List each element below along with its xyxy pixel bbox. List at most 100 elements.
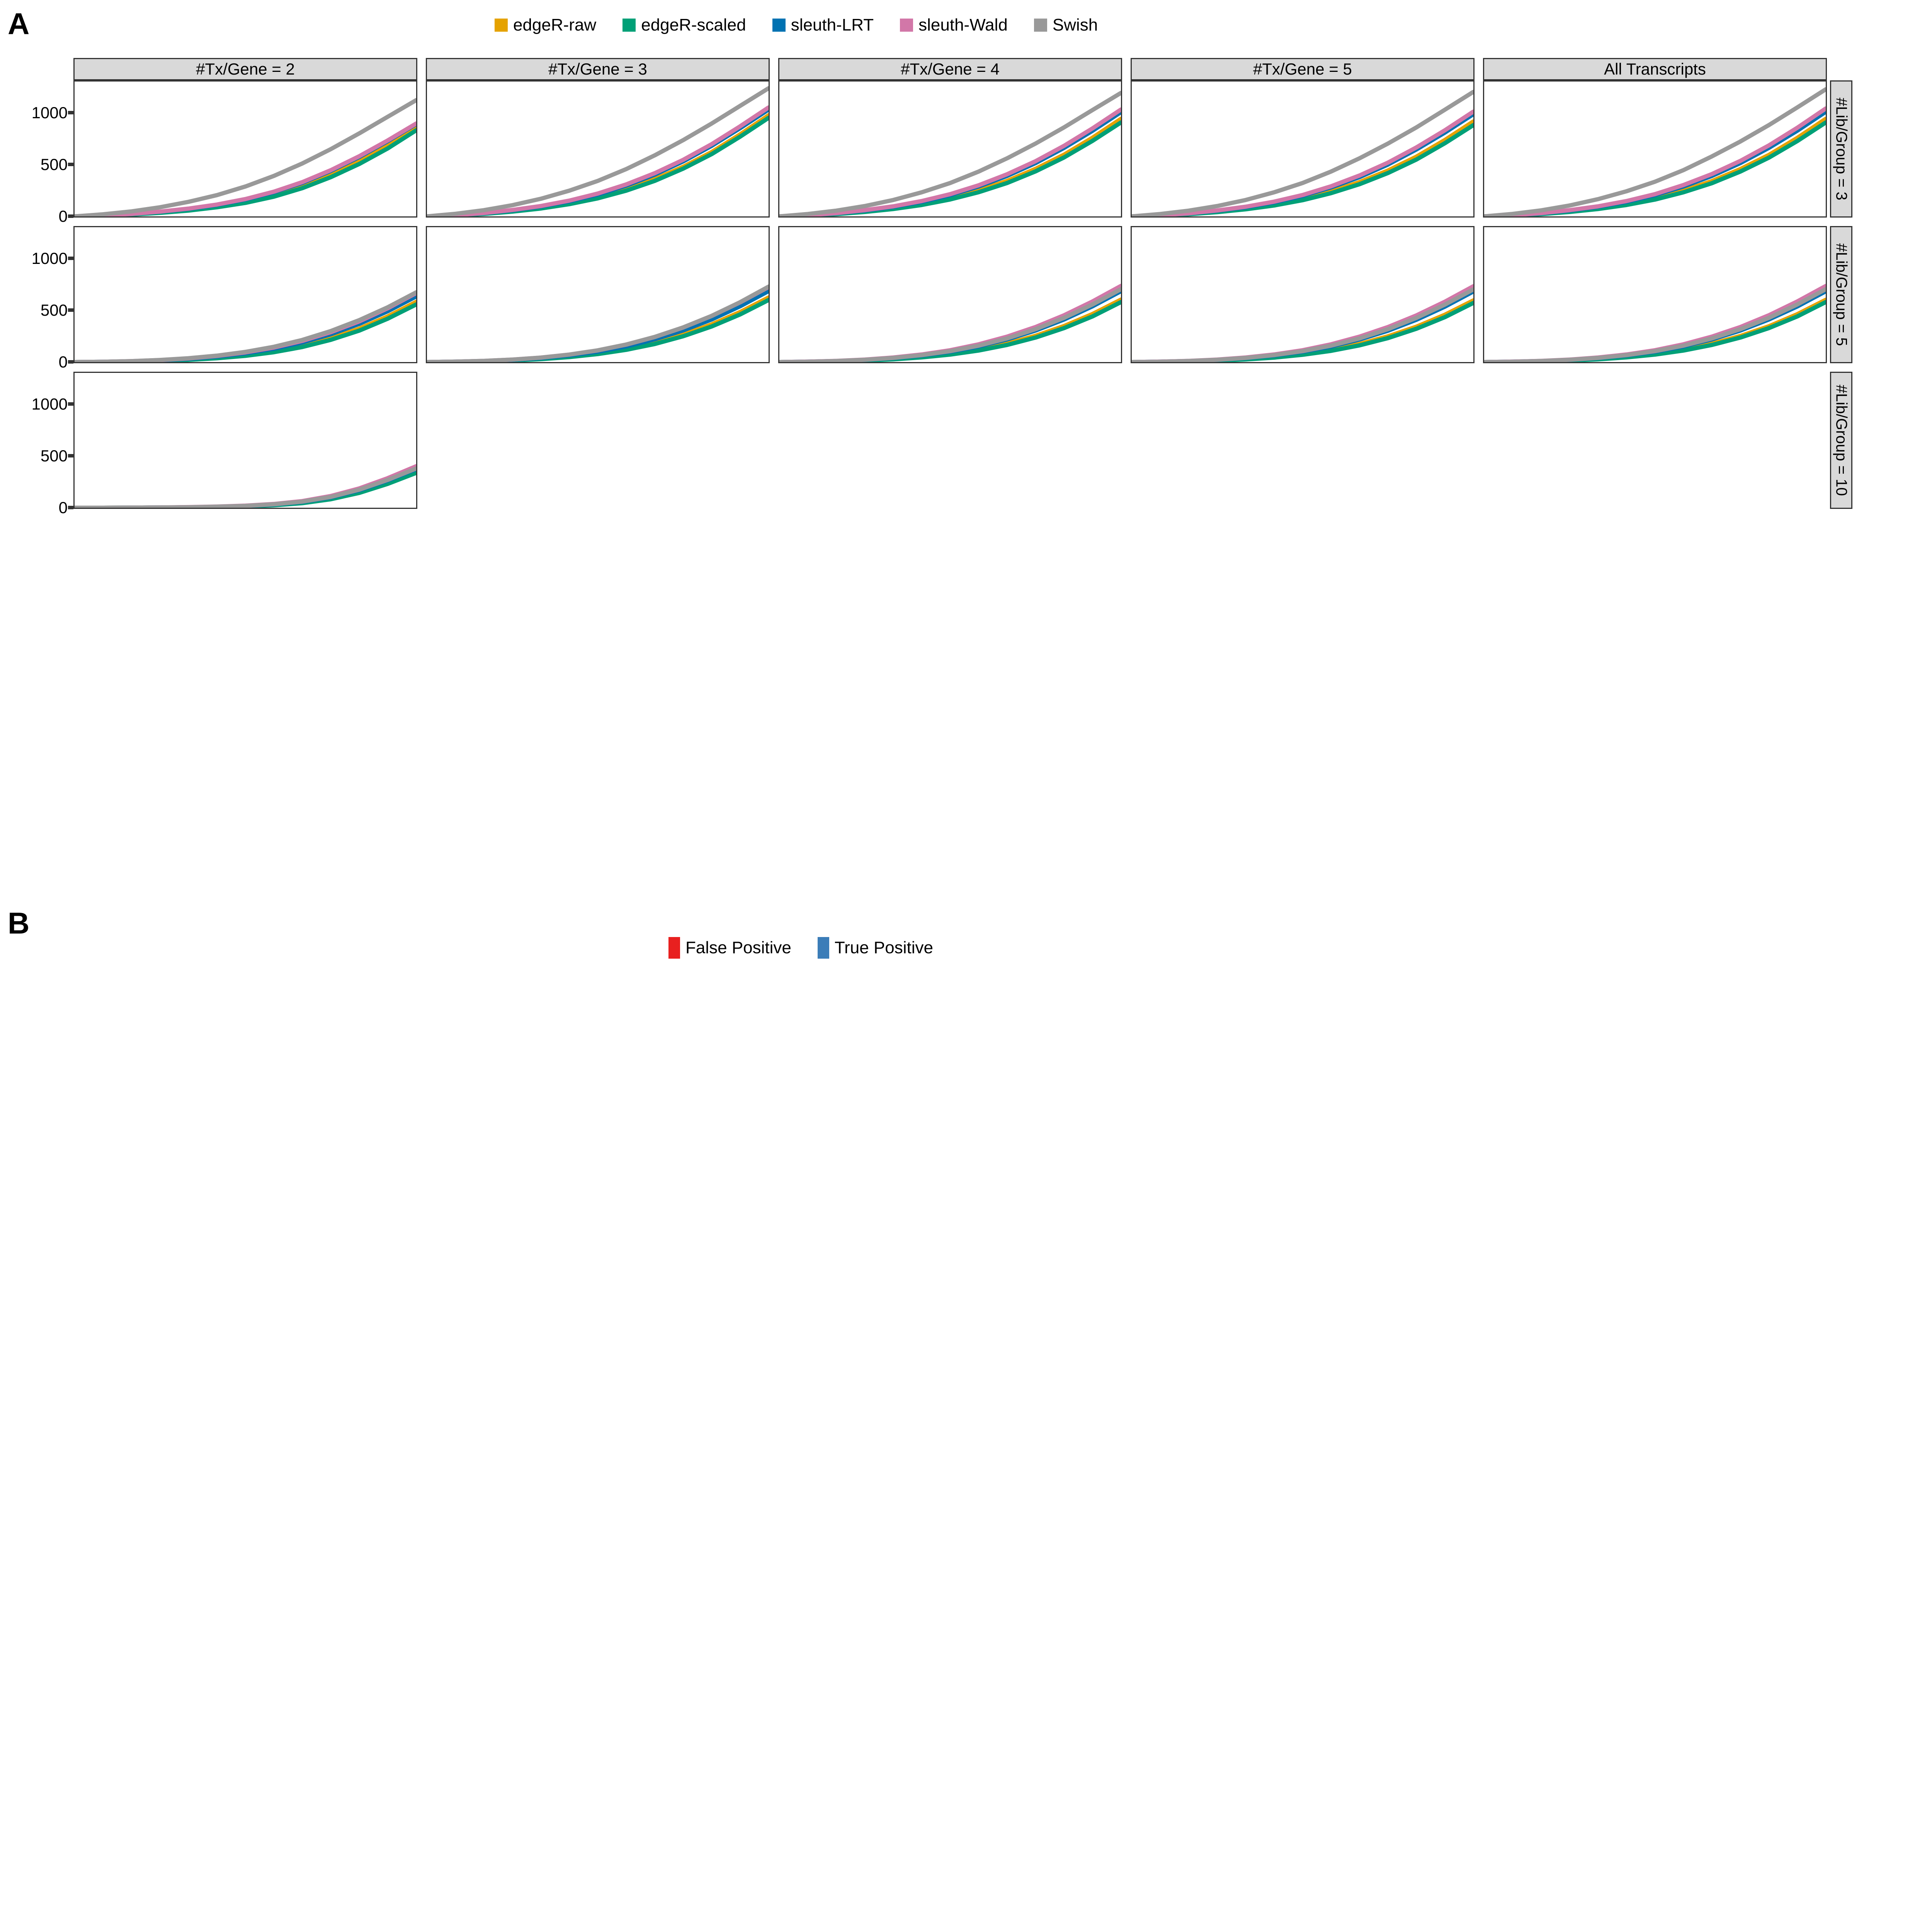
y-tick-label: 500 xyxy=(40,446,68,465)
y-tick-label: 1000 xyxy=(31,249,68,267)
line-swish xyxy=(1484,87,1826,216)
line-series-svg xyxy=(1132,284,1473,362)
line-edger-scaled xyxy=(1484,120,1826,216)
y-tick-label: 1000 xyxy=(31,395,68,413)
facet-panel xyxy=(1483,226,1827,363)
y-tick-label: 0 xyxy=(58,353,68,371)
y-tick-mark xyxy=(68,162,73,166)
facet-col-strip: #Tx/Gene = 5 xyxy=(1131,58,1475,80)
line-swish xyxy=(75,98,416,216)
legend-label: sleuth-Wald xyxy=(918,15,1008,34)
y-tick-mark xyxy=(68,214,73,218)
legend-item-edger-raw: edgeR-raw xyxy=(495,15,596,35)
line-series-svg xyxy=(1484,284,1826,362)
line-swish xyxy=(75,290,416,362)
y-tick-mark xyxy=(68,506,73,509)
legend-item-edger-scaled: edgeR-scaled xyxy=(622,15,746,35)
panel-b-legend: False Positive True Positive xyxy=(668,937,951,959)
line-edger-scaled xyxy=(779,120,1121,216)
facet-panel xyxy=(426,226,770,363)
line-series-svg xyxy=(1484,87,1826,216)
legend-key-sleuth-lrt xyxy=(772,19,786,32)
line-series-svg xyxy=(75,464,416,508)
line-series-svg xyxy=(1132,90,1473,216)
line-edger-scaled xyxy=(1132,123,1473,216)
line-edger-scaled xyxy=(75,128,416,216)
line-swish xyxy=(1132,90,1473,216)
y-tick-label: 0 xyxy=(58,498,68,517)
facet-row-strip-label: #Lib/Group = 10 xyxy=(1833,384,1850,496)
facet-panel xyxy=(1131,226,1475,363)
line-edger-raw xyxy=(427,113,769,216)
y-tick-label: 0 xyxy=(58,207,68,225)
line-sleuth-wald xyxy=(779,107,1121,216)
y-tick-mark xyxy=(68,454,73,457)
facet-row-strip-label: #Lib/Group = 5 xyxy=(1833,243,1850,346)
legend-key-sleuth-wald xyxy=(900,19,913,32)
facet-panel xyxy=(778,226,1122,363)
legend-label: sleuth-LRT xyxy=(791,15,874,34)
facet-panel xyxy=(73,226,417,363)
line-sleuth-wald xyxy=(1132,109,1473,216)
line-series-svg xyxy=(75,98,416,216)
y-tick-mark xyxy=(68,308,73,312)
legend-key-false-positive xyxy=(668,937,680,959)
panel-a-legend: edgeR-raw edgeR-scaled sleuth-LRT sleuth-Wa… xyxy=(495,15,1116,35)
line-swish xyxy=(427,284,769,362)
facet-col-strip: All Transcripts xyxy=(1483,58,1827,80)
y-tick-label: 500 xyxy=(40,155,68,173)
legend-item-false-positive: False Positive xyxy=(668,937,791,959)
line-sleuth-wald xyxy=(427,105,769,216)
line-swish xyxy=(427,86,769,216)
line-swish xyxy=(779,91,1121,216)
legend-key-swish xyxy=(1034,19,1047,32)
legend-label: edgeR-raw xyxy=(513,15,597,34)
legend-label: False Positive xyxy=(685,938,791,957)
line-edger-scaled xyxy=(427,116,769,216)
y-tick-mark xyxy=(68,360,73,364)
legend-item-sleuth-lrt: sleuth-LRT xyxy=(772,15,874,35)
legend-key-true-positive xyxy=(817,937,829,959)
line-swish xyxy=(779,287,1121,362)
legend-key-edger-raw xyxy=(495,19,508,32)
line-sleuth-wald xyxy=(1484,106,1826,216)
facet-panel xyxy=(73,372,417,509)
facet-panel xyxy=(1131,80,1475,218)
line-series-svg xyxy=(427,86,769,216)
legend-item-true-positive: True Positive xyxy=(817,937,934,959)
panel-letter-a: A xyxy=(8,7,30,41)
facet-panel xyxy=(73,80,417,218)
facet-row-strip: #Lib/Group = 10 xyxy=(1830,372,1852,509)
facet-row-strip: #Lib/Group = 3 xyxy=(1830,80,1852,218)
facet-col-strip: #Tx/Gene = 2 xyxy=(73,58,417,80)
facet-col-strip: #Tx/Gene = 3 xyxy=(426,58,770,80)
line-series-svg xyxy=(779,284,1121,362)
legend-label: Swish xyxy=(1052,15,1098,34)
line-series-svg xyxy=(75,290,416,362)
legend-label: True Positive xyxy=(834,938,934,957)
legend-item-swish: Swish xyxy=(1034,15,1098,35)
y-tick-mark xyxy=(68,402,73,406)
line-swish xyxy=(1132,287,1473,362)
facet-panel xyxy=(778,80,1122,218)
facet-col-strip: #Tx/Gene = 4 xyxy=(778,58,1122,80)
y-tick-mark xyxy=(68,111,73,114)
line-edger-raw xyxy=(1484,117,1826,216)
line-swish xyxy=(75,466,416,508)
y-tick-label: 500 xyxy=(40,301,68,319)
line-series-svg xyxy=(779,91,1121,216)
line-swish xyxy=(1484,287,1826,362)
line-sleuth-wald xyxy=(75,121,416,216)
legend-label: edgeR-scaled xyxy=(641,15,746,34)
legend-item-sleuth-wald: sleuth-Wald xyxy=(900,15,1008,35)
line-edger-raw xyxy=(779,117,1121,216)
facet-row-strip-label: #Lib/Group = 3 xyxy=(1833,97,1850,201)
facet-panel xyxy=(1483,80,1827,218)
panel-letter-b: B xyxy=(8,906,30,940)
facet-panel xyxy=(426,80,770,218)
y-tick-mark xyxy=(68,256,73,260)
facet-row-strip: #Lib/Group = 5 xyxy=(1830,226,1852,363)
y-tick-label: 1000 xyxy=(31,103,68,122)
legend-key-edger-scaled xyxy=(622,19,636,32)
line-series-svg xyxy=(427,284,769,362)
